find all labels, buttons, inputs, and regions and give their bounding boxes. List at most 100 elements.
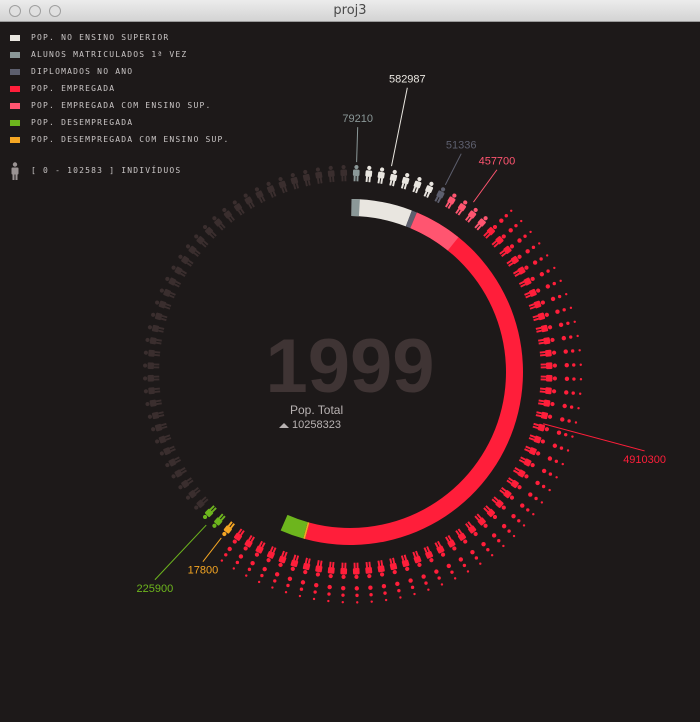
person-icon <box>528 434 545 444</box>
legend-swatch <box>10 137 20 143</box>
person-shadow-dot <box>571 391 575 395</box>
person-shadow-dot <box>238 554 244 559</box>
person-shadow-dot <box>539 257 543 261</box>
person-icon <box>327 561 335 579</box>
person-shadow-dot <box>250 560 255 566</box>
person-icon <box>518 456 535 468</box>
unit-legend-label: [ 0 - 102583 ] INDIVÍDUOS <box>31 166 182 175</box>
person-icon <box>352 165 360 182</box>
person-shadow-dot <box>408 578 413 583</box>
person-shadow-dot <box>522 524 526 527</box>
person-shadow-dot <box>574 421 578 424</box>
person-shadow-dot <box>562 308 566 312</box>
person-shadow-dot <box>479 562 482 565</box>
person-shadow-dot <box>556 430 562 435</box>
person-icon <box>212 513 226 528</box>
person-icon-background <box>254 187 266 204</box>
person-icon <box>202 505 217 520</box>
person-icon <box>524 445 541 456</box>
person-icon <box>365 561 373 579</box>
person-icon-background <box>290 173 300 190</box>
person-shadow-dot <box>512 534 516 538</box>
person-icon-background <box>327 165 335 183</box>
person-icon-background <box>315 167 323 184</box>
person-icon <box>524 288 541 299</box>
person-shadow-dot <box>245 574 248 577</box>
arc-pop-desempregada-ensino-sup <box>303 522 310 540</box>
triangle-up-icon <box>279 423 289 428</box>
person-icon <box>302 557 311 575</box>
person-icon-background <box>222 207 235 223</box>
person-shadow-dot <box>235 560 240 565</box>
person-icon <box>535 324 553 333</box>
person-shadow-dot <box>558 322 564 328</box>
legend-swatch <box>10 52 20 58</box>
person-icon <box>513 265 529 277</box>
person-icon <box>474 513 488 528</box>
person-shadow-dot <box>341 585 346 591</box>
person-shadow-dot <box>564 362 569 368</box>
person-icon-background <box>147 324 165 333</box>
zoom-window-button[interactable] <box>49 5 61 17</box>
person-icon <box>412 550 422 567</box>
person-shadow-dot <box>550 296 556 302</box>
value-label-pop-desempregada: 225900 <box>137 583 174 595</box>
person-shadow-dot <box>552 443 558 448</box>
person-shadow-dot <box>548 472 553 476</box>
person-shadow-dot <box>554 459 559 463</box>
close-window-button[interactable] <box>9 5 21 17</box>
person-icon-background <box>143 362 160 370</box>
person-shadow-dot <box>466 570 470 573</box>
total-population-value: 10258323 <box>292 419 341 431</box>
person-shadow-dot <box>458 557 464 562</box>
person-shadow-dot <box>539 272 545 277</box>
person-shadow-dot <box>545 284 551 289</box>
person-shadow-dot <box>517 238 522 243</box>
person-icon <box>499 487 515 500</box>
person-shadow-dot <box>354 586 359 591</box>
person-shadow-dot <box>399 596 402 599</box>
person-shadow-dot <box>300 580 306 585</box>
person-icon-background <box>165 456 182 468</box>
person-icon-background <box>171 467 187 479</box>
value-label-alunos-matriculados: 79210 <box>342 113 373 125</box>
person-shadow-dot <box>474 556 479 560</box>
person-shadow-dot <box>547 456 553 461</box>
person-shadow-dot <box>567 419 571 423</box>
person-icon <box>532 422 549 432</box>
person-shadow-dot <box>462 563 467 568</box>
person-icon <box>400 554 410 571</box>
person-icon-background <box>151 422 168 432</box>
person-icon <box>491 496 506 510</box>
person-shadow-dot <box>579 378 583 381</box>
person-icon <box>540 374 557 382</box>
person-shadow-dot <box>397 588 401 593</box>
person-icon <box>11 162 19 180</box>
person-shadow-dot <box>555 476 558 479</box>
person-shadow-dot <box>286 583 290 588</box>
person-icon <box>290 554 300 571</box>
person-shadow-dot <box>440 583 444 586</box>
value-label-pop-empregada-leader <box>543 423 645 452</box>
person-shadow-dot <box>579 363 582 366</box>
person-icon-background <box>232 200 245 216</box>
arc-pop-ensino-superior <box>351 199 412 227</box>
person-shadow-dot <box>274 572 280 577</box>
minimize-window-button[interactable] <box>29 5 41 17</box>
person-icon-background <box>159 445 176 456</box>
person-icon-background <box>143 349 161 357</box>
person-icon <box>434 187 446 204</box>
person-shadow-dot <box>564 432 568 437</box>
person-icon-background <box>147 411 165 420</box>
arc-pop-desempregada <box>280 514 308 539</box>
person-shadow-dot <box>520 503 525 508</box>
person-icon <box>377 167 385 184</box>
person-shadow-dot <box>298 594 302 598</box>
person-icon <box>483 224 498 239</box>
person-shadow-dot <box>262 566 267 572</box>
person-shadow-dot <box>410 585 415 590</box>
person-shadow-dot <box>369 592 373 597</box>
window-titlebar: proj3 <box>0 0 700 22</box>
person-icon-background <box>302 169 311 187</box>
value-label-pop-empregada-ensino-sup: 457700 <box>479 156 516 168</box>
